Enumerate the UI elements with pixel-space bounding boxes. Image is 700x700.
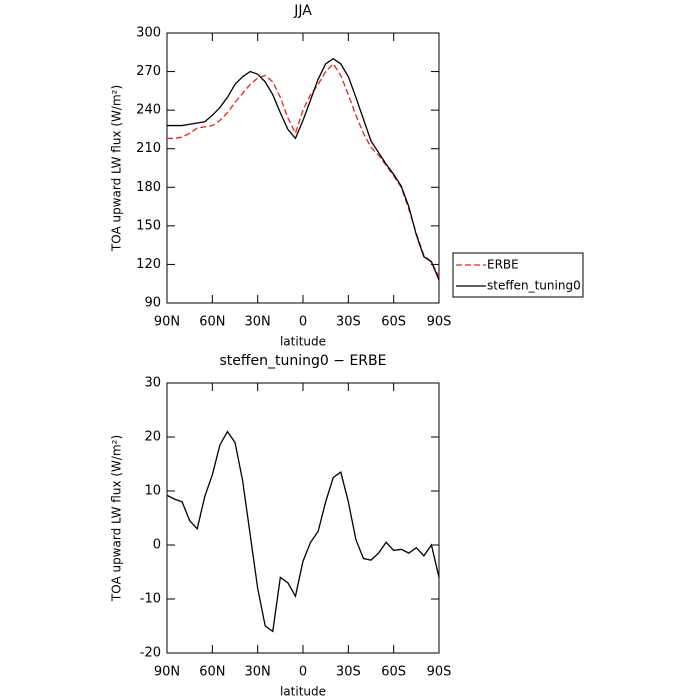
y-tick-label: 270 <box>136 64 161 79</box>
y-tick-label: 10 <box>144 484 161 499</box>
y-axis-label: TOA upward LW flux (W/m²) <box>110 435 124 602</box>
x-axis-label: latitude <box>280 335 326 349</box>
y-tick-label: 240 <box>136 103 161 118</box>
x-tick-label: 90N <box>154 315 180 330</box>
y-axis-label: TOA upward LW flux (W/m²) <box>110 85 124 252</box>
legend-box <box>452 252 584 298</box>
y-tick-label: 0 <box>153 538 161 553</box>
y-tick-label: 150 <box>136 218 161 233</box>
y-tick-label: 210 <box>136 141 161 156</box>
x-tick-label: 60S <box>381 315 406 330</box>
y-tick-label: 300 <box>136 26 161 41</box>
x-tick-label: 0 <box>299 665 307 680</box>
x-tick-label: 30N <box>245 315 271 330</box>
y-tick-label: 90 <box>144 296 161 311</box>
legend-label: ERBE <box>487 258 519 272</box>
chart-title: JJA <box>293 3 312 19</box>
y-tick-label: 120 <box>136 257 161 272</box>
x-axis-label: latitude <box>280 685 326 699</box>
x-tick-label: 30S <box>336 315 361 330</box>
x-tick-label: 90S <box>427 665 452 680</box>
y-tick-label: 30 <box>144 376 161 391</box>
x-tick-label: 30S <box>336 665 361 680</box>
y-tick-label: 180 <box>136 180 161 195</box>
x-tick-label: 60N <box>199 665 225 680</box>
series-line <box>167 62 440 278</box>
y-tick-label: 20 <box>144 430 161 445</box>
x-tick-label: 60N <box>199 315 225 330</box>
chart-title: steffen_tuning0 − ERBE <box>220 353 387 369</box>
x-tick-label: 90S <box>427 315 452 330</box>
series-line <box>167 57 440 281</box>
x-tick-label: 90N <box>154 665 180 680</box>
legend-label: steffen_tuning0 <box>487 279 581 293</box>
plot-frame <box>166 32 440 304</box>
x-tick-label: 60S <box>381 665 406 680</box>
y-tick-label: -20 <box>140 646 161 661</box>
x-tick-label: 30N <box>245 665 271 680</box>
x-tick-label: 0 <box>299 315 307 330</box>
y-tick-label: -10 <box>140 592 161 607</box>
plot-frame <box>166 382 440 654</box>
diff-line <box>166 430 440 633</box>
